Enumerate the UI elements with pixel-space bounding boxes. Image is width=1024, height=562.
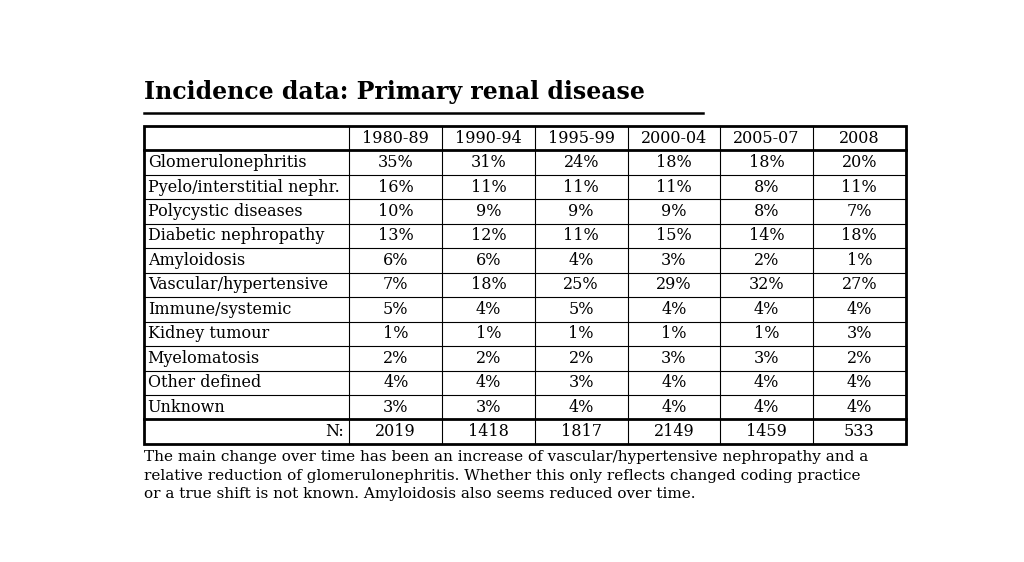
Text: 20%: 20% — [842, 154, 878, 171]
Text: 6%: 6% — [476, 252, 502, 269]
Text: 11%: 11% — [471, 179, 507, 196]
Text: 11%: 11% — [563, 179, 599, 196]
Text: 4%: 4% — [662, 374, 687, 391]
Text: 4%: 4% — [847, 374, 872, 391]
Text: 4%: 4% — [754, 374, 779, 391]
Text: 3%: 3% — [754, 350, 779, 367]
Text: 4%: 4% — [568, 252, 594, 269]
Text: 4%: 4% — [476, 301, 501, 318]
Text: 3%: 3% — [568, 374, 594, 391]
Text: 1%: 1% — [662, 325, 687, 342]
Text: Immune/systemic: Immune/systemic — [147, 301, 291, 318]
Text: 9%: 9% — [568, 203, 594, 220]
Text: 4%: 4% — [662, 301, 687, 318]
Text: Amyloidosis: Amyloidosis — [147, 252, 245, 269]
Text: 1459: 1459 — [746, 423, 787, 440]
Text: 1%: 1% — [476, 325, 502, 342]
Text: 27%: 27% — [842, 277, 878, 293]
Text: 11%: 11% — [563, 228, 599, 244]
Text: 1%: 1% — [847, 252, 872, 269]
Text: 10%: 10% — [378, 203, 414, 220]
Text: 7%: 7% — [847, 203, 872, 220]
Text: 1817: 1817 — [561, 423, 602, 440]
Text: 533: 533 — [844, 423, 874, 440]
Text: 15%: 15% — [656, 228, 692, 244]
Text: 4%: 4% — [662, 398, 687, 416]
Text: 8%: 8% — [754, 179, 779, 196]
Text: Glomerulonephritis: Glomerulonephritis — [147, 154, 306, 171]
Text: 5%: 5% — [568, 301, 594, 318]
Text: 18%: 18% — [842, 228, 878, 244]
Text: 5%: 5% — [383, 301, 409, 318]
Text: 4%: 4% — [847, 301, 872, 318]
Text: Pyelo/interstitial nephr.: Pyelo/interstitial nephr. — [147, 179, 339, 196]
Text: 1%: 1% — [754, 325, 779, 342]
Text: Unknown: Unknown — [147, 398, 225, 416]
Text: 16%: 16% — [378, 179, 414, 196]
Text: 4%: 4% — [476, 374, 501, 391]
Text: 11%: 11% — [656, 179, 692, 196]
Text: Myelomatosis: Myelomatosis — [147, 350, 260, 367]
Text: 2008: 2008 — [839, 130, 880, 147]
Text: 1980-89: 1980-89 — [362, 130, 429, 147]
Text: 7%: 7% — [383, 277, 409, 293]
Text: 8%: 8% — [754, 203, 779, 220]
Text: 18%: 18% — [471, 277, 507, 293]
Text: 1418: 1418 — [468, 423, 509, 440]
Text: Diabetic nephropathy: Diabetic nephropathy — [147, 228, 324, 244]
Text: 31%: 31% — [471, 154, 507, 171]
Text: 2%: 2% — [476, 350, 501, 367]
Text: N:: N: — [326, 423, 344, 440]
Text: 2%: 2% — [568, 350, 594, 367]
Text: 18%: 18% — [749, 154, 784, 171]
Text: The main change over time has been an increase of vascular/hypertensive nephropa: The main change over time has been an in… — [143, 450, 868, 501]
Text: Incidence data: Primary renal disease: Incidence data: Primary renal disease — [143, 80, 645, 105]
Text: Polycystic diseases: Polycystic diseases — [147, 203, 302, 220]
Text: 4%: 4% — [568, 398, 594, 416]
Text: 4%: 4% — [754, 398, 779, 416]
Text: 32%: 32% — [749, 277, 784, 293]
Text: 1990-94: 1990-94 — [455, 130, 522, 147]
Text: 18%: 18% — [656, 154, 692, 171]
Text: 1%: 1% — [568, 325, 594, 342]
Text: 3%: 3% — [476, 398, 502, 416]
Text: 11%: 11% — [842, 179, 878, 196]
Text: 1995-99: 1995-99 — [548, 130, 614, 147]
Text: 9%: 9% — [476, 203, 502, 220]
Text: Kidney tumour: Kidney tumour — [147, 325, 269, 342]
Text: 2%: 2% — [383, 350, 409, 367]
Text: 3%: 3% — [662, 252, 687, 269]
Text: 6%: 6% — [383, 252, 409, 269]
Text: 2149: 2149 — [653, 423, 694, 440]
Text: 2%: 2% — [754, 252, 779, 269]
Text: 3%: 3% — [847, 325, 872, 342]
Text: 29%: 29% — [656, 277, 692, 293]
Text: 4%: 4% — [847, 398, 872, 416]
Text: 4%: 4% — [754, 301, 779, 318]
Text: 13%: 13% — [378, 228, 414, 244]
Text: 35%: 35% — [378, 154, 414, 171]
Text: 1%: 1% — [383, 325, 409, 342]
Text: Other defined: Other defined — [147, 374, 261, 391]
Text: 2005-07: 2005-07 — [733, 130, 800, 147]
Text: 24%: 24% — [563, 154, 599, 171]
Text: 4%: 4% — [383, 374, 409, 391]
Text: 12%: 12% — [471, 228, 506, 244]
Text: Vascular/hypertensive: Vascular/hypertensive — [147, 277, 328, 293]
Text: 2%: 2% — [847, 350, 872, 367]
Text: 2019: 2019 — [376, 423, 416, 440]
Text: 25%: 25% — [563, 277, 599, 293]
Text: 9%: 9% — [662, 203, 687, 220]
Text: 14%: 14% — [749, 228, 784, 244]
Text: 3%: 3% — [662, 350, 687, 367]
Text: 3%: 3% — [383, 398, 409, 416]
Text: 2000-04: 2000-04 — [641, 130, 707, 147]
